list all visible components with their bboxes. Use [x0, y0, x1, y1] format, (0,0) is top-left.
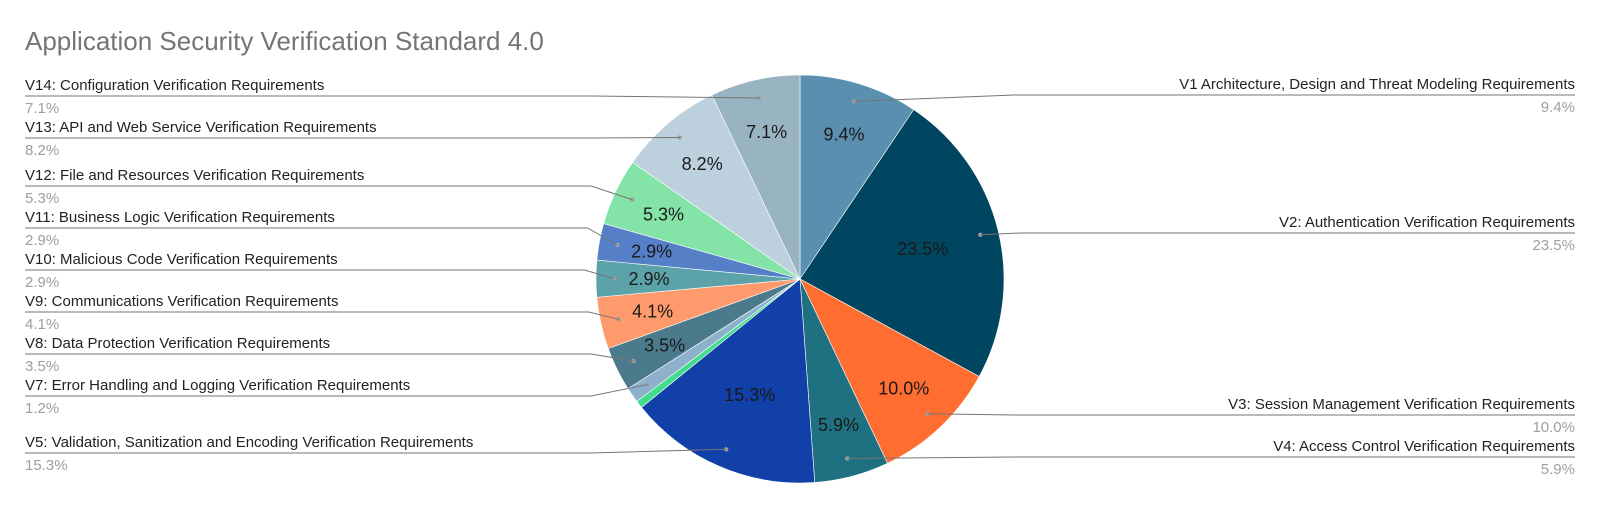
- slice-value-label: 5.9%: [1541, 461, 1575, 478]
- slice-name-label: V10: Malicious Code Verification Require…: [25, 251, 338, 268]
- slice-name-label: V11: Business Logic Verification Require…: [25, 209, 335, 226]
- leader-line: [25, 227, 618, 246]
- slice-percent-label: 23.5%: [897, 239, 948, 259]
- slice-percent-label: 5.3%: [643, 204, 684, 224]
- slice-name-label: V1 Architecture, Design and Threat Model…: [1179, 76, 1575, 93]
- leader-line: [25, 448, 727, 454]
- slice-name-label: V12: File and Resources Verification Req…: [25, 167, 364, 184]
- leader-dot: [851, 99, 857, 104]
- slice-percent-label: 5.9%: [818, 415, 859, 435]
- leader-line: [25, 311, 619, 320]
- leader-line: [25, 185, 633, 201]
- slice-value-label: 15.3%: [25, 457, 68, 474]
- slice-percent-label: 15.3%: [724, 385, 775, 405]
- slice-name-label: V7: Error Handling and Logging Verificat…: [25, 377, 410, 394]
- slice-percent-label: 4.1%: [632, 302, 673, 322]
- pie-slice: [632, 94, 801, 280]
- leader-line: [25, 137, 680, 139]
- slice-name-label: V8: Data Protection Verification Require…: [25, 335, 330, 352]
- pie-slice: [641, 278, 816, 484]
- slice-labels: 9.4% V1 Architecture, Design and Threat M…: [25, 76, 1575, 478]
- slice-percent-label: 10.0%: [878, 379, 929, 399]
- pie-slice: [799, 109, 1005, 377]
- chart-title: Application Security Verification Standa…: [25, 26, 544, 56]
- pie-slice: [711, 74, 801, 280]
- slice-value-label: 2.9%: [25, 274, 59, 291]
- slice-value-label: 9.4%: [1541, 99, 1575, 116]
- slice-name-label: V3: Session Management Verification Requ…: [1228, 396, 1575, 413]
- slice-percent-label: 9.4%: [823, 125, 864, 145]
- leader-line: [25, 384, 648, 397]
- pie-slices: [595, 74, 1005, 484]
- pie-slice: [799, 278, 980, 464]
- slice-value-label: 10.0%: [1532, 419, 1575, 436]
- slice-percent-label: 7.1%: [746, 122, 787, 142]
- slice-name-label: V4: Access Control Verification Requirem…: [1273, 438, 1575, 455]
- leader-line: [980, 232, 1575, 236]
- leader-line: [25, 95, 759, 99]
- slice-name-label: V9: Communications Verification Requirem…: [25, 293, 338, 310]
- slice-value-label: 8.2%: [25, 142, 59, 159]
- slice-name-label: V2: Authentication Verification Requirem…: [1279, 214, 1575, 231]
- slice-percent-label: 2.9%: [631, 241, 672, 261]
- leader-line: [847, 456, 1575, 459]
- slice-value-label: 23.5%: [1532, 237, 1575, 254]
- slice-percent-label: 2.9%: [628, 269, 669, 289]
- leader-line: [25, 269, 615, 280]
- slice-value-label: 1.2%: [25, 400, 59, 417]
- slice-value-label: 4.1%: [25, 316, 59, 333]
- slice-name-label: V13: API and Web Service Verification Re…: [25, 119, 377, 136]
- leader-lines: [25, 94, 1575, 461]
- slice-value-label: 7.1%: [25, 100, 59, 117]
- leader-line: [927, 413, 1575, 416]
- slice-percent-label: 3.5%: [644, 336, 685, 356]
- leader-line: [25, 353, 634, 362]
- slice-name-label: V5: Validation, Sanitization and Encodin…: [25, 434, 473, 451]
- leader-line: [854, 94, 1575, 102]
- leader-dot: [645, 382, 650, 387]
- slice-value-label: 5.3%: [25, 190, 59, 207]
- slice-value-label: 3.5%: [25, 358, 59, 375]
- slice-name-label: V14: Configuration Verification Requirem…: [25, 77, 324, 94]
- slice-value-label: 2.9%: [25, 232, 59, 249]
- pie-slice: [799, 74, 915, 280]
- slice-percent-label: 8.2%: [682, 154, 723, 174]
